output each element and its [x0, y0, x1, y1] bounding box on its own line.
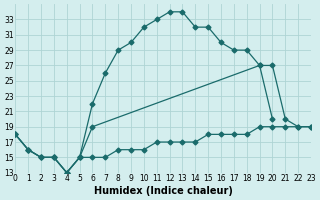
- X-axis label: Humidex (Indice chaleur): Humidex (Indice chaleur): [94, 186, 233, 196]
